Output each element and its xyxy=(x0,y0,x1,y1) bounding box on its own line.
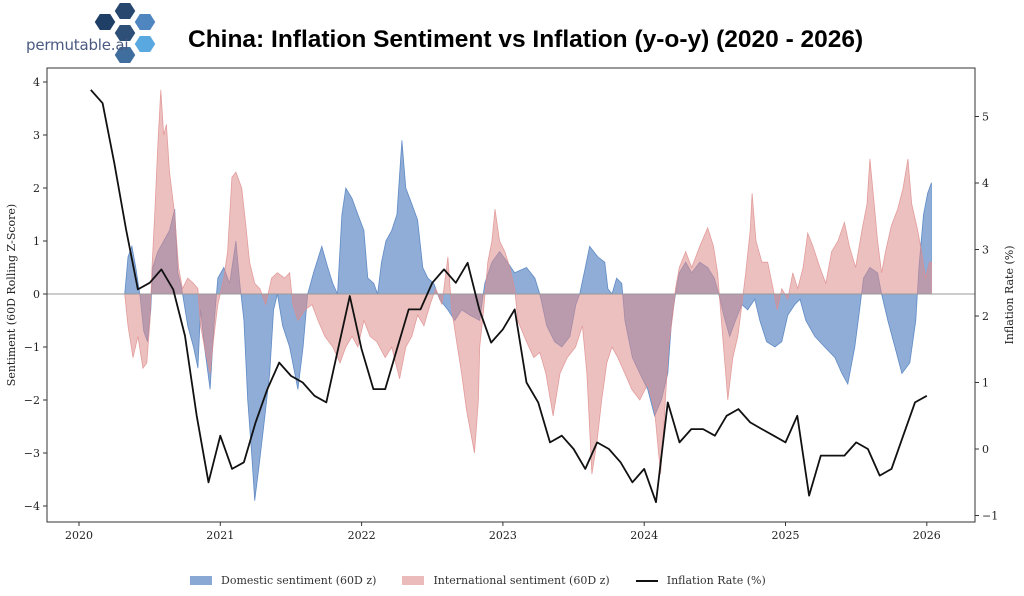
legend: Domestic sentiment (60D z) International… xyxy=(190,574,792,587)
logo-hexagon xyxy=(113,23,137,43)
logo-hexagon xyxy=(93,12,117,32)
legend-label: International sentiment (60D z) xyxy=(433,574,610,587)
logo-hexagon xyxy=(113,1,137,21)
x-tick-label: 2024 xyxy=(630,529,658,542)
inflation-line-swatch xyxy=(635,579,658,582)
x-tick-label: 2022 xyxy=(348,529,376,542)
legend-label: Inflation Rate (%) xyxy=(666,574,766,587)
y-left-tick-label: −2 xyxy=(24,394,40,407)
logo-text: permutable.ai xyxy=(26,36,129,54)
domestic-swatch xyxy=(190,576,212,585)
y-left-tick-label: −3 xyxy=(24,447,40,460)
logo-hexagon xyxy=(133,12,157,32)
international-swatch xyxy=(402,576,425,585)
y-right-tick-label: 2 xyxy=(982,310,989,323)
logo: permutable.ai xyxy=(0,0,180,70)
y-left-tick-label: 2 xyxy=(33,182,40,195)
international-sentiment-area xyxy=(124,89,932,475)
y-left-tick-label: −4 xyxy=(24,500,40,513)
inflation-rate-line xyxy=(90,89,928,504)
y-left-tick-label: 4 xyxy=(33,76,40,89)
logo-hexagon xyxy=(133,34,157,54)
legend-item-inflation: Inflation Rate (%) xyxy=(635,574,766,587)
plot-frame xyxy=(46,67,976,523)
y-left-tick-label: −1 xyxy=(24,341,40,354)
x-tick-label: 2023 xyxy=(489,529,517,542)
legend-item-domestic: Domestic sentiment (60D z) xyxy=(190,574,376,587)
y-left-tick-label: 1 xyxy=(33,235,40,248)
hexagon-logo-icon xyxy=(93,1,157,65)
y-right-tick-label: 3 xyxy=(982,244,989,257)
x-tick-label: 2021 xyxy=(206,529,234,542)
chart-title: China: Inflation Sentiment vs Inflation … xyxy=(188,26,864,53)
logo-hexagon xyxy=(113,45,137,65)
y-axis-left-label: Sentiment (60D Rolling Z-Score) xyxy=(5,204,18,386)
y-right-tick-label: 5 xyxy=(982,111,989,124)
x-tick-label: 2020 xyxy=(65,529,93,542)
y-axis-right-label: Inflation Rate (%) xyxy=(1003,245,1016,344)
x-tick-label: 2026 xyxy=(913,529,941,542)
y-right-tick-label: 0 xyxy=(982,443,989,456)
y-right-tick-label: −1 xyxy=(982,510,998,523)
y-right-tick-label: 4 xyxy=(982,177,989,190)
plot-area: 2020 2021 2022 2023 2024 2025 2026 −4 −3 −2 −1 0 1 2 3… xyxy=(24,67,998,542)
y-left-tick-label: 3 xyxy=(33,129,40,142)
y-right-tick-label: 1 xyxy=(982,377,989,390)
y-left-tick-label: 0 xyxy=(33,288,40,301)
x-tick-label: 2025 xyxy=(772,529,800,542)
legend-label: Domestic sentiment (60D z) xyxy=(221,574,377,587)
legend-item-international: International sentiment (60D z) xyxy=(402,574,610,587)
